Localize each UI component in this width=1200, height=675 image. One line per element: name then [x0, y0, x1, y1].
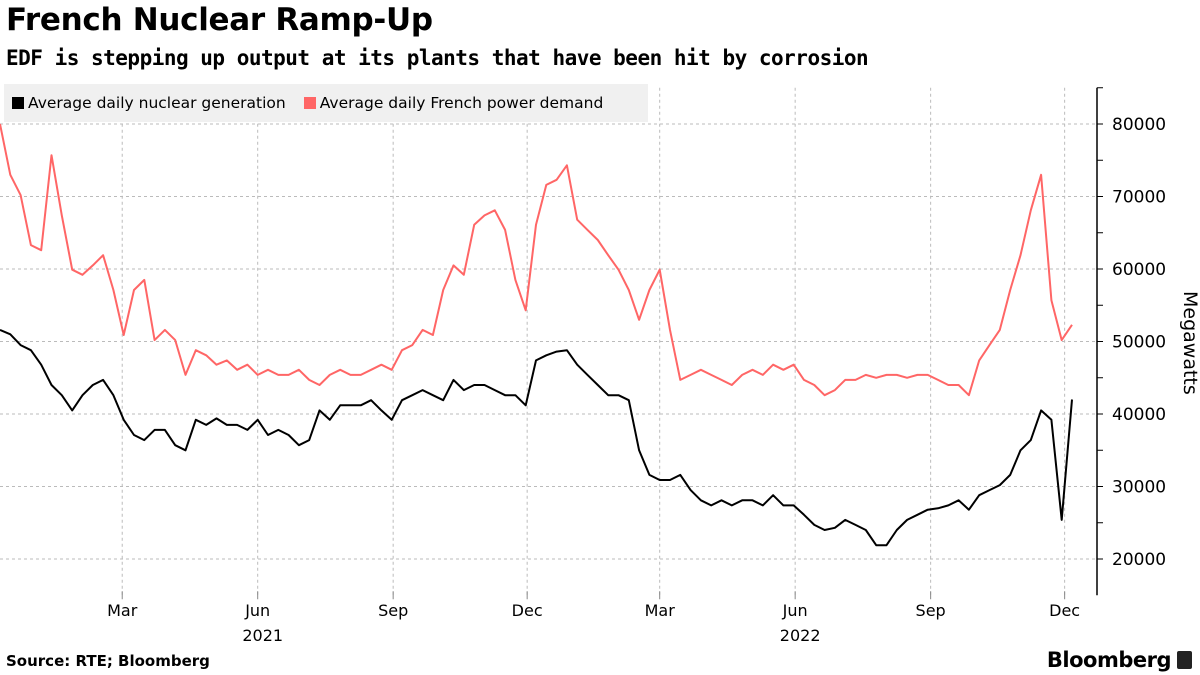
bloomberg-logo: Bloomberg [1047, 648, 1192, 672]
x-tick-label: Jun [782, 601, 808, 620]
y-tick-label: 20000 [1112, 550, 1166, 570]
x-tick-label: Dec [1049, 601, 1080, 620]
logo-text: Bloomberg [1046, 648, 1172, 672]
power-demand-line [0, 123, 1073, 397]
y-tick-label: 50000 [1112, 333, 1166, 353]
nuclear-generation-line [0, 328, 1073, 547]
chart-subtitle: EDF is stepping up output at its plants … [6, 46, 869, 70]
grid [0, 87, 1097, 596]
x-tick-label: Sep [378, 601, 408, 620]
y-axis-label: Megawatts [1179, 291, 1200, 395]
legend-item-nuclear: Average daily nuclear generation [12, 94, 286, 112]
source-note: Source: RTE; Bloomberg [6, 652, 210, 670]
x-axis: Mar Jun Sep Dec Mar Jun Sep Dec 2021 2022 [107, 591, 1080, 645]
y-tick-label: 70000 [1112, 188, 1166, 208]
legend-item-demand: Average daily French power demand [303, 94, 604, 112]
y-tick-label: 80000 [1112, 115, 1166, 135]
bloomberg-chart-icon [1177, 651, 1192, 669]
x-year-label: 2022 [780, 626, 821, 645]
x-tick-label: Mar [107, 601, 138, 620]
y-tick-label: 40000 [1112, 405, 1166, 425]
x-tick-label: Sep [916, 601, 946, 620]
series-lines [0, 123, 1073, 547]
legend-swatch-demand [303, 97, 316, 109]
legend-swatch-nuclear [12, 97, 24, 109]
y-tick-label: 30000 [1112, 478, 1166, 498]
y-axis: 20000 30000 40000 50000 60000 70000 80000 [1096, 87, 1166, 596]
legend-label-demand: Average daily French power demand [319, 94, 604, 112]
x-tick-label: Jun [244, 601, 270, 620]
x-tick-label: Dec [512, 601, 543, 620]
legend: Average daily nuclear generation Average… [4, 84, 648, 122]
x-tick-label: Mar [645, 601, 676, 620]
x-year-label: 2021 [242, 626, 283, 645]
legend-label-nuclear: Average daily nuclear generation [28, 94, 286, 112]
y-tick-label: 60000 [1112, 260, 1166, 280]
chart-title: French Nuclear Ramp-Up [6, 2, 433, 38]
